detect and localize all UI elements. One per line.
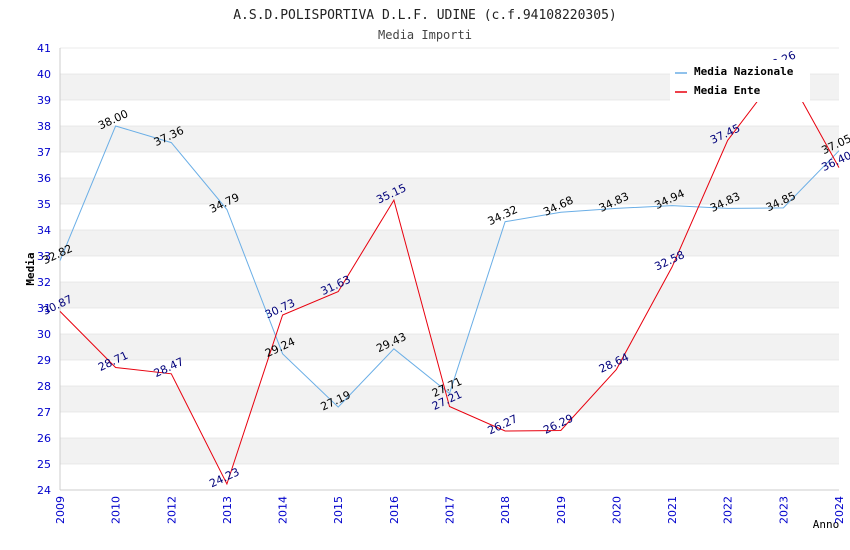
y-tick-label: 30 [37,328,51,341]
y-tick-label: 28 [37,380,51,393]
series-lines [59,66,840,486]
y-tick-label: 32 [37,276,51,289]
y-tick-label: 31 [37,302,51,315]
x-tick-label: 2017 [444,496,457,524]
legend-label-media-ente: Media Ente [694,84,761,97]
x-tick-label: 2023 [777,496,790,524]
background-band [60,230,839,256]
data-label: 26.29 [541,412,575,437]
x-tick-label: 2019 [555,496,568,524]
background-band [60,334,839,360]
data-label: 30.87 [40,293,74,318]
y-tick-label: 35 [37,198,51,211]
data-label: 26.27 [486,412,520,437]
x-tick-label: 2022 [722,496,735,524]
y-tick-label: 39 [37,94,51,107]
x-tick-label: 2010 [110,496,123,524]
chart-title: A.S.D.POLISPORTIVA D.L.F. UDINE (c.f.941… [233,8,617,23]
x-tick-label: 2024 [833,496,846,524]
y-tick-label: 29 [37,354,51,367]
y-tick-label: 27 [37,406,51,419]
data-label: 34.32 [486,203,520,228]
series-line-media-nazionale [59,125,840,408]
legend-label-media-nazionale: Media Nazionale [694,65,794,78]
y-tick-label: 25 [37,458,51,471]
x-tick-label: 2009 [54,496,67,524]
x-tick-labels: 2009 2010 2012 2013 2014 2015 2016 2017 2018 2019… [54,496,846,524]
chart-background-bands [60,74,839,464]
y-tick-label: 38 [37,120,51,133]
data-labels: 32.8238.0037.3634.7929.2427.1929.4327.71… [40,49,850,491]
series-line-media-ente [59,66,840,486]
x-tick-label: 2012 [165,496,178,524]
y-tick-label: 34 [37,224,51,237]
x-tick-label: 2015 [332,496,345,524]
background-band [60,386,839,412]
y-tick-label: 41 [37,42,51,55]
chart-gridlines [60,47,839,491]
background-band [60,126,839,152]
chart-subtitle: Media Importi [378,28,472,42]
background-band [60,282,839,308]
x-tick-label: 2016 [388,496,401,524]
y-axis-label: Media [24,252,37,285]
y-tick-labels: 24 25 26 27 28 29 30 31 32 33 34 35 36 37 38 39 40 41 [37,42,51,497]
y-tick-label: 40 [37,68,51,81]
data-label: 24.23 [207,465,241,490]
y-tick-label: 24 [37,484,51,497]
background-band [60,438,839,464]
x-tick-label: 2020 [610,496,623,524]
x-tick-label: 2013 [221,496,234,524]
y-tick-label: 26 [37,432,51,445]
x-tick-label: 2021 [666,496,679,524]
data-label: 32.82 [40,242,74,267]
x-axis-label: Anno [813,518,840,531]
legend-box [670,60,810,102]
y-tick-label: 37 [37,146,51,159]
y-tick-label: 36 [37,172,51,185]
legend: Media Nazionale Media Ente [670,60,810,102]
y-tick-label: 33 [37,250,51,263]
x-tick-label: 2014 [277,496,290,524]
x-tick-label: 2018 [499,496,512,524]
